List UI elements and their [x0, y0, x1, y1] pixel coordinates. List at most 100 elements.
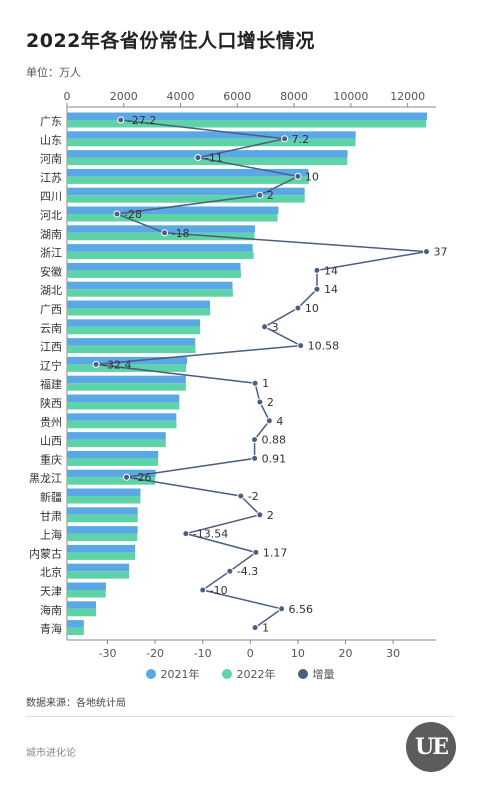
growth-point [251, 379, 259, 387]
bar-2021 [67, 225, 255, 233]
category-label: 海南 [40, 603, 62, 617]
legend-label-2022: 2022年 [236, 668, 276, 681]
growth-data-label: -11 [205, 152, 223, 165]
top-axis-tick-label: 0 [64, 90, 71, 103]
growth-point [194, 154, 202, 162]
category-label: 四川 [40, 190, 62, 203]
growth-point [113, 210, 121, 218]
bar-2022 [67, 345, 196, 354]
growth-point [252, 548, 260, 556]
growth-data-label: 4 [276, 415, 283, 428]
category-label: 内蒙古 [29, 546, 62, 560]
legend-item-2022[interactable]: 2022年 [221, 666, 276, 682]
growth-data-label: 10.58 [308, 340, 340, 353]
growth-data-label: 14 [324, 283, 338, 296]
top-axis-tick-label: 2000 [110, 90, 138, 103]
bar-2022 [67, 176, 309, 184]
growth-point [297, 342, 305, 350]
bar-2022 [67, 138, 356, 147]
category-label: 山东 [40, 134, 62, 147]
bar-2022 [67, 514, 138, 523]
growth-point [256, 191, 264, 199]
bar-2022 [67, 402, 180, 410]
bar-2022 [67, 308, 211, 316]
category-label: 重庆 [40, 452, 62, 466]
bar-2021 [67, 563, 130, 572]
bar-2022 [67, 251, 254, 260]
category-label: 天津 [40, 585, 62, 598]
growth-data-label: 1 [262, 622, 269, 635]
growth-data-label: -4.3 [237, 565, 258, 578]
category-label: 浙江 [40, 247, 62, 260]
bar-2021 [67, 582, 106, 590]
legend-swatch-2021 [145, 669, 156, 679]
bar-2021 [67, 244, 253, 252]
bar-2021 [67, 319, 201, 327]
growth-data-label: -28 [124, 208, 142, 221]
bar-2021 [67, 469, 156, 478]
chart-title: 2022年各省份常住人口增长情况 [26, 30, 315, 52]
growth-point [199, 586, 207, 594]
growth-point [226, 567, 234, 575]
growth-point [281, 135, 289, 143]
growth-data-label: 2 [267, 189, 274, 202]
bar-2022 [67, 571, 129, 579]
growth-point [294, 304, 302, 312]
bottom-axis-tick-label: 20 [339, 647, 353, 660]
category-label: 河南 [40, 153, 62, 166]
legend-item-2021[interactable]: 2021年 [145, 666, 200, 682]
category-label: 贵州 [40, 416, 62, 429]
growth-point [313, 285, 321, 293]
category-label: 青海 [40, 622, 62, 636]
growth-point [123, 473, 131, 481]
category-label: 湖北 [40, 284, 62, 297]
bar-2021 [67, 488, 141, 496]
bar-2021 [67, 300, 210, 308]
growth-point [261, 323, 269, 331]
bar-2021 [67, 507, 138, 515]
growth-point [92, 360, 100, 368]
bar-2021 [67, 432, 166, 440]
growth-point [256, 398, 264, 406]
growth-line [95, 119, 427, 629]
bottom-axis-tick-label: -20 [146, 647, 164, 660]
bar-2022 [67, 420, 177, 429]
bar-2021 [67, 112, 428, 120]
bar-2022 [67, 120, 427, 128]
category-label: 河北 [40, 209, 62, 222]
footer-brand: 城市进化论 [26, 748, 76, 759]
legend-label-2021: 2021年 [160, 668, 200, 681]
growth-data-label: 1 [262, 377, 269, 390]
bottom-axis-tick-label: -10 [194, 647, 212, 660]
growth-point [422, 248, 430, 256]
legend-swatch-growth [297, 669, 308, 679]
top-axis-tick-label: 8000 [280, 90, 308, 103]
category-label: 北京 [40, 565, 62, 579]
growth-data-label: 14 [324, 264, 338, 277]
bar-2022 [67, 326, 201, 335]
bar-2021 [67, 262, 241, 271]
category-label: 江西 [40, 341, 62, 354]
bar-2022 [67, 590, 106, 598]
legend-item-growth[interactable]: 增量 [297, 666, 335, 682]
growth-data-label: 10 [305, 302, 319, 315]
growth-point [294, 172, 302, 180]
growth-data-label: -27.2 [128, 114, 156, 127]
category-label: 广西 [40, 303, 62, 316]
growth-data-label: 7.2 [292, 133, 310, 146]
legend-swatch-2022 [221, 669, 232, 679]
bar-2022 [67, 289, 233, 297]
bar-2021 [67, 601, 96, 609]
category-label: 甘肃 [40, 510, 62, 523]
bottom-axis-tick-label: 0 [247, 647, 254, 660]
growth-data-label: 0.91 [262, 452, 287, 465]
bar-2021 [67, 544, 136, 553]
growth-data-label: -26 [134, 471, 152, 484]
growth-point [265, 417, 273, 425]
bar-2021 [67, 206, 279, 214]
growth-data-label: 2 [267, 396, 274, 409]
bar-2021 [67, 375, 186, 384]
top-axis-tick-label: 10000 [333, 90, 368, 103]
growth-point [278, 605, 286, 613]
legend: 2021年 2022年 增量 [0, 666, 480, 682]
